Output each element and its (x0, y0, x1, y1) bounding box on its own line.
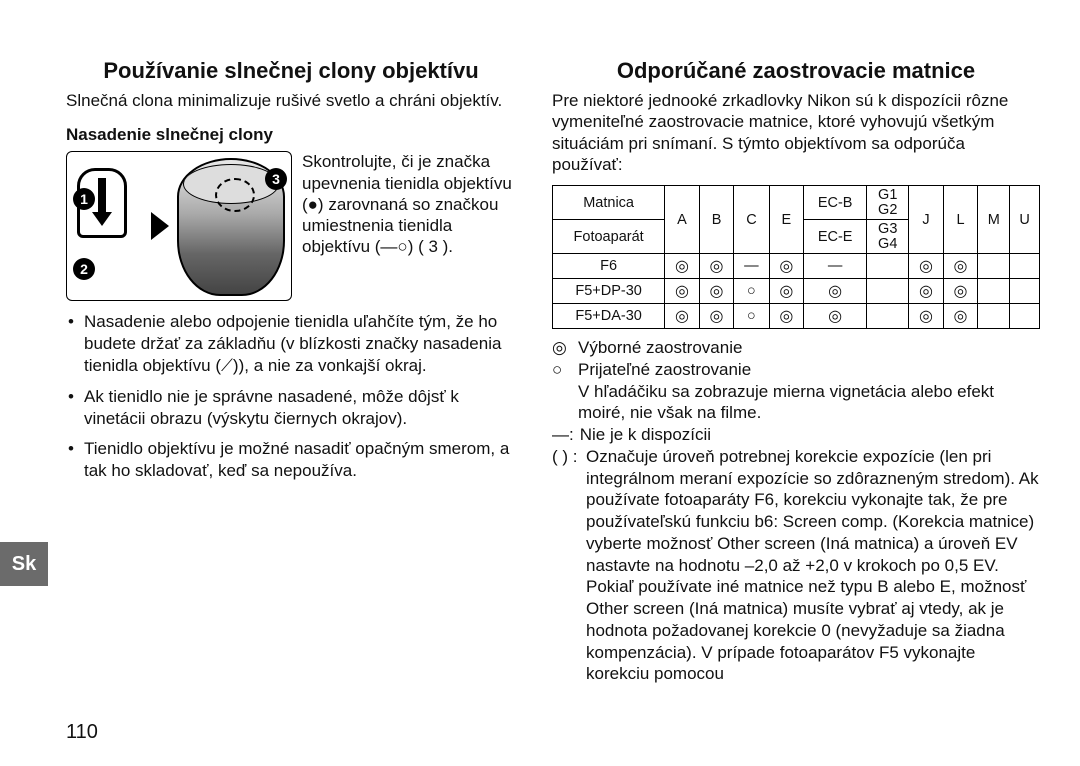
left-column: Používanie slnečnej clony objektívu Slne… (66, 58, 516, 685)
list-item: Nasadenie alebo odpojenie tienidla uľahč… (66, 311, 516, 377)
list-item: Ak tienidlo nie je správne nasadené, môž… (66, 386, 516, 430)
table-row: F6 ◎ ◎ — ◎ — ◎ ◎ (553, 254, 1040, 279)
illustration-text: Skontrolujte, či je značka upevnenia tie… (298, 151, 516, 257)
page-number: 110 (66, 721, 98, 744)
triangle-icon (151, 212, 169, 240)
right-lead: Pre niektoré jednooké zrkadlovky Nikon s… (552, 90, 1040, 175)
left-title: Používanie slnečnej clony objektívu (66, 58, 516, 84)
list-item: Tienidlo objektívu je možné nasadiť opač… (66, 438, 516, 482)
table-row: F5+DA-30 ◎ ◎ ○ ◎ ◎ ◎ ◎ (553, 304, 1040, 329)
focusing-screen-table: Matnica A B C E EC-B G1G2 J L M U Fotoap… (552, 185, 1040, 329)
right-column: Odporúčané zaostrovacie matnice Pre niek… (552, 58, 1040, 685)
callout-2: 2 (73, 258, 95, 280)
right-title: Odporúčané zaostrovacie matnice (552, 58, 1040, 84)
table-row: F5+DP-30 ◎ ◎ ○ ◎ ◎ ◎ ◎ (553, 279, 1040, 304)
left-subheading: Nasadenie slnečnej clony (66, 125, 516, 145)
language-tab: Sk (0, 542, 48, 586)
legend: ◎Výborné zaostrovanie ○Prijateľné zaostr… (552, 337, 1040, 685)
left-bullet-list: Nasadenie alebo odpojenie tienidla uľahč… (66, 311, 516, 482)
hood-illustration: 1 2 3 (66, 151, 292, 301)
left-lead: Slnečná clona minimalizuje rušivé svetlo… (66, 90, 516, 111)
